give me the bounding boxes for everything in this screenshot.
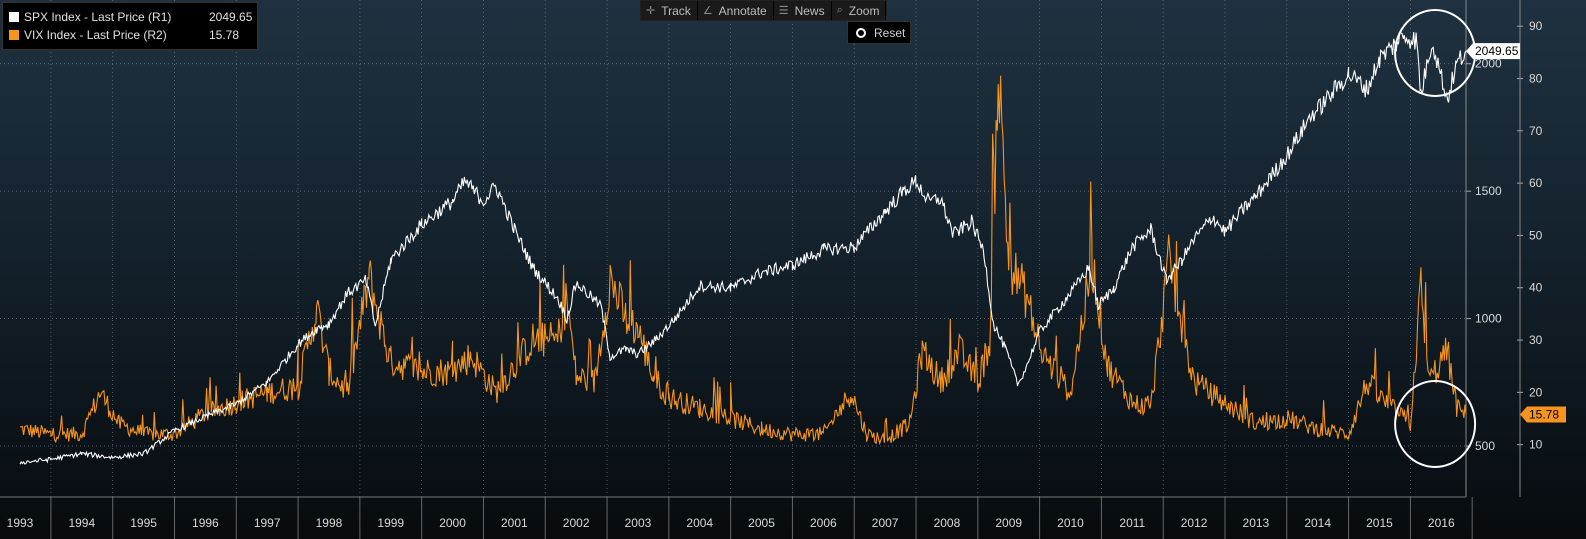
legend-swatch-orange bbox=[9, 30, 19, 40]
vix-tick-label: 30 bbox=[1529, 333, 1543, 347]
legend-swatch-white bbox=[9, 12, 19, 22]
track-button[interactable]: ✛ Track bbox=[641, 1, 698, 20]
x-tick-label: 2002 bbox=[563, 516, 590, 530]
vix-tick-label: 50 bbox=[1529, 228, 1543, 242]
radio-dot-icon bbox=[856, 27, 866, 38]
vix-last-value-label: 15.78 bbox=[1529, 407, 1559, 421]
chart-toolbar: ✛ Track ∠ Annotate ☰ News ⌕ Zoom bbox=[640, 0, 888, 21]
news-button[interactable]: ☰ News bbox=[773, 1, 832, 20]
annotate-label: Annotate bbox=[718, 3, 767, 18]
x-tick-label: 2004 bbox=[686, 516, 713, 530]
reset-label: Reset bbox=[874, 25, 906, 40]
x-tick-label: 1995 bbox=[130, 516, 157, 530]
vix-tick-label: 40 bbox=[1529, 281, 1543, 295]
news-icon: ☰ bbox=[778, 5, 789, 17]
x-tick-label: 1999 bbox=[377, 516, 404, 530]
vix-tick-label: 80 bbox=[1529, 71, 1543, 85]
legend-item-spx: SPX Index - Last Price (R1) 2049.65 bbox=[9, 9, 252, 25]
x-tick-label: 1998 bbox=[316, 516, 343, 530]
x-tick-label: 2011 bbox=[1119, 516, 1145, 530]
spx-last-value-label: 2049.65 bbox=[1475, 44, 1519, 58]
spx-last-value-tag bbox=[1466, 43, 1520, 60]
x-tick-label: 2005 bbox=[748, 516, 775, 530]
legend-label-vix: VIX Index - Last Price (R2) bbox=[24, 28, 167, 42]
x-tick-label: 2010 bbox=[1057, 516, 1084, 530]
x-tick-label: 1997 bbox=[254, 516, 281, 530]
x-tick-label: 2008 bbox=[934, 516, 961, 530]
x-tick-label: 1994 bbox=[68, 516, 95, 530]
vix-tick-label: 10 bbox=[1529, 438, 1543, 452]
vix-series-line bbox=[19, 75, 1467, 446]
x-tick-label: 2012 bbox=[1181, 516, 1208, 530]
x-tick-label: 1996 bbox=[192, 516, 219, 530]
vix-tick-label: 90 bbox=[1529, 19, 1543, 33]
legend: SPX Index - Last Price (R1) 2049.65 VIX … bbox=[2, 2, 258, 50]
vix-tick-label: 20 bbox=[1529, 385, 1543, 399]
x-tick-label: 2015 bbox=[1366, 516, 1393, 530]
vix-tick-label: 70 bbox=[1529, 124, 1543, 138]
reset-button[interactable]: Reset bbox=[847, 21, 911, 44]
annotate-button[interactable]: ∠ Annotate bbox=[697, 1, 774, 20]
spx-tick-label: 500 bbox=[1475, 439, 1495, 453]
legend-item-vix: VIX Index - Last Price (R2) 15.78 bbox=[9, 27, 239, 43]
vix-last-value-tag bbox=[1520, 406, 1566, 423]
legend-value-vix: 15.78 bbox=[209, 28, 240, 42]
magnifier-icon: ⌕ bbox=[836, 4, 843, 16]
vix-tick-label: 60 bbox=[1529, 176, 1543, 190]
x-tick-label: 2003 bbox=[625, 516, 652, 530]
x-tick-label: 2016 bbox=[1428, 516, 1455, 530]
spx-series-line bbox=[19, 32, 1467, 465]
x-tick-label: 2001 bbox=[501, 516, 528, 530]
spx-tick-label: 2000 bbox=[1475, 57, 1502, 71]
track-label: Track bbox=[661, 3, 691, 18]
legend-label-spx: SPX Index - Last Price (R1) bbox=[24, 10, 172, 24]
annotation-circle-spx bbox=[1394, 9, 1477, 97]
x-tick-label: 2013 bbox=[1243, 516, 1270, 530]
zoom-button[interactable]: ⌕ Zoom bbox=[831, 1, 887, 20]
spx-tick-label: 1000 bbox=[1475, 312, 1502, 326]
x-tick-label: 2014 bbox=[1304, 516, 1331, 530]
pencil-icon: ∠ bbox=[702, 5, 713, 17]
zoom-label: Zoom bbox=[848, 3, 880, 18]
annotation-circle-vix bbox=[1394, 380, 1477, 468]
x-tick-label: 2006 bbox=[810, 516, 837, 530]
news-label: News bbox=[794, 3, 825, 18]
x-tick-label: 2009 bbox=[995, 516, 1022, 530]
crosshair-icon: ✛ bbox=[646, 5, 656, 17]
legend-value-spx: 2049.65 bbox=[209, 10, 253, 24]
spx-tick-label: 1500 bbox=[1475, 184, 1502, 198]
x-tick-label: 2007 bbox=[872, 516, 899, 530]
x-tick-label: 2000 bbox=[439, 516, 466, 530]
x-tick-label: 1993 bbox=[7, 516, 34, 530]
